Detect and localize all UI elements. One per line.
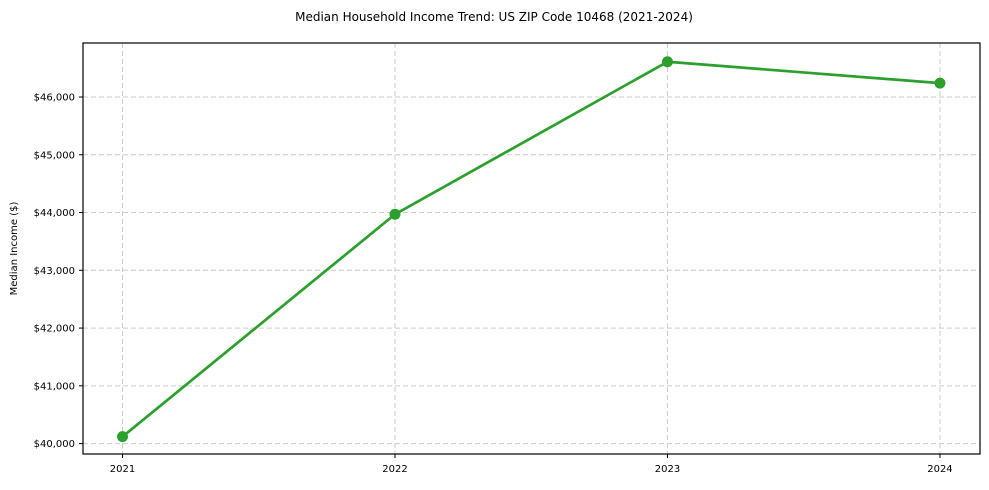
y-tick-label: $45,000 [34,150,75,161]
data-point-2022 [389,208,401,220]
data-point-2023 [661,56,673,68]
y-tick-label: $44,000 [34,208,75,219]
y-tick-label: $43,000 [34,266,75,277]
trend-line [121,60,942,439]
x-tick-label: 2022 [382,464,407,475]
plot-area: $40,000 $41,000 $42,000 $43,000 $44,000 $45,0… [34,42,981,475]
y-tick-label: $42,000 [34,324,75,335]
plot-border [82,42,981,455]
data-point-2024 [934,77,946,89]
data-point-2021 [117,431,129,443]
chart-title: Median Household Income Trend: US ZIP Co… [295,10,693,24]
y-tick-label: $40,000 [34,439,75,450]
y-axis-label: Median Income ($) [9,202,20,296]
x-tick-label: 2024 [927,464,952,475]
y-tick-label: $41,000 [34,381,75,392]
x-tick-label: 2021 [110,464,135,475]
x-tick-label: 2023 [655,464,680,475]
y-tick-label: $46,000 [34,93,75,104]
